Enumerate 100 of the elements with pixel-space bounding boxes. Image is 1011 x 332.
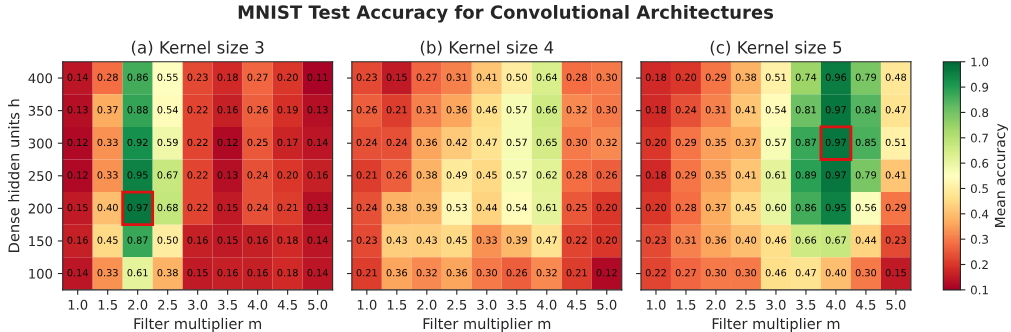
data-label: 0.26 — [506, 269, 527, 277]
data-label: 0.25 — [247, 138, 268, 147]
data-label: 0.18 — [645, 171, 667, 179]
data-label: 0.36 — [386, 269, 408, 277]
data-label: 0.14 — [67, 269, 88, 277]
x-tick-label: 4.0 — [536, 299, 557, 310]
y-tick-label: 150 — [29, 236, 53, 247]
data-label: 0.65 — [536, 138, 557, 147]
data-label: 0.43 — [416, 236, 437, 244]
data-label: 0.95 — [127, 171, 148, 179]
x-tick-label: 1.0 — [646, 299, 666, 310]
data-label: 0.18 — [277, 236, 298, 244]
data-label: 0.57 — [765, 138, 786, 147]
x-tick-label: 2.5 — [158, 299, 177, 310]
data-label: 0.49 — [446, 171, 467, 179]
data-label: 0.31 — [446, 73, 467, 81]
color-bar-label: 1.0 — [971, 57, 989, 67]
x-tick-label: 1.5 — [387, 299, 407, 310]
data-label: 0.21 — [277, 203, 298, 212]
x-tick-label: 3.0 — [477, 299, 497, 310]
data-label: 0.21 — [386, 106, 407, 114]
data-label: 0.28 — [566, 171, 587, 179]
data-label: 0.46 — [765, 236, 787, 244]
data-label: 0.16 — [247, 236, 268, 244]
data-label: 0.62 — [536, 171, 557, 179]
data-label: 0.57 — [506, 106, 527, 114]
data-label: 0.37 — [735, 138, 756, 147]
data-label: 0.25 — [566, 203, 587, 212]
data-label: 0.47 — [476, 138, 497, 147]
data-label: 0.38 — [157, 269, 178, 277]
y-tick-label: 100 — [29, 268, 53, 279]
data-label: 0.26 — [386, 171, 408, 179]
data-label: 0.97 — [825, 171, 846, 179]
data-label: 0.13 — [217, 171, 238, 179]
data-label: 0.31 — [416, 106, 437, 114]
data-label: 0.12 — [67, 138, 88, 147]
data-label: 0.35 — [705, 171, 726, 179]
x-tick-label: 2.0 — [417, 299, 437, 310]
data-label: 0.39 — [416, 203, 437, 212]
data-label: 0.46 — [765, 269, 787, 277]
data-label: 0.30 — [596, 106, 617, 114]
data-label: 0.84 — [855, 106, 877, 114]
data-label: 0.53 — [446, 203, 467, 212]
color-bar-label: 0.1 — [970, 285, 988, 295]
data-label: 0.60 — [765, 203, 787, 212]
data-label: 0.15 — [187, 269, 208, 277]
data-label: 0.20 — [277, 171, 298, 179]
data-label: 0.45 — [476, 171, 497, 179]
data-label: 0.50 — [506, 73, 527, 81]
data-label: 0.16 — [217, 106, 238, 114]
x-tick-label: 1.5 — [98, 299, 118, 310]
data-label: 0.46 — [476, 106, 498, 114]
data-label: 0.38 — [416, 171, 437, 179]
data-label: 0.22 — [187, 203, 208, 212]
data-label: 0.20 — [645, 203, 667, 212]
data-label: 0.33 — [97, 171, 118, 179]
data-label: 0.14 — [307, 269, 328, 277]
data-label: 0.24 — [247, 171, 268, 179]
data-label: 0.20 — [596, 236, 617, 244]
data-label: 0.44 — [476, 203, 498, 212]
data-label: 0.50 — [157, 236, 178, 244]
data-label: 0.22 — [187, 138, 208, 147]
data-label: 0.30 — [705, 269, 727, 277]
x-axis-title: Filter multiplier m — [712, 317, 840, 332]
data-label: 0.20 — [675, 73, 697, 81]
y-axis-title: Dense hidden units h — [8, 99, 20, 252]
color-bar-title: Mean accuracy — [994, 123, 1008, 227]
y-tick-label: 350 — [28, 105, 53, 116]
data-label: 0.29 — [885, 203, 907, 212]
x-tick-label: 3.0 — [188, 299, 208, 310]
data-label: 0.18 — [217, 73, 238, 81]
data-label: 0.47 — [885, 106, 906, 114]
y-tick-label: 200 — [28, 203, 53, 214]
data-label: 0.20 — [277, 73, 298, 81]
data-label: 0.92 — [127, 138, 148, 147]
data-label: 0.57 — [506, 138, 527, 147]
data-label: 0.22 — [645, 269, 666, 277]
data-label: 0.31 — [705, 106, 726, 114]
data-label: 0.35 — [705, 138, 726, 147]
color-bar-label: 0.2 — [970, 260, 988, 270]
x-tick-label: 4.0 — [247, 299, 268, 310]
data-label: 0.97 — [127, 203, 148, 212]
data-label: 0.21 — [356, 269, 377, 277]
data-label: 0.36 — [446, 269, 468, 277]
data-label: 0.18 — [645, 73, 667, 81]
x-tick-label: 3.5 — [796, 299, 816, 310]
data-label: 0.27 — [675, 269, 696, 277]
data-label: 0.24 — [386, 138, 408, 147]
data-label: 0.11 — [307, 73, 328, 81]
x-tick-label: 5.0 — [597, 299, 617, 310]
data-label: 0.24 — [356, 203, 378, 212]
data-label: 0.22 — [566, 236, 587, 244]
data-label: 0.20 — [596, 203, 617, 212]
data-label: 0.14 — [307, 236, 328, 244]
data-label: 0.40 — [825, 269, 847, 277]
data-label: 0.23 — [645, 236, 667, 244]
data-label: 0.33 — [97, 269, 118, 277]
data-label: 0.67 — [157, 171, 178, 179]
data-label: 0.27 — [416, 73, 437, 81]
data-label: 0.61 — [127, 269, 148, 277]
